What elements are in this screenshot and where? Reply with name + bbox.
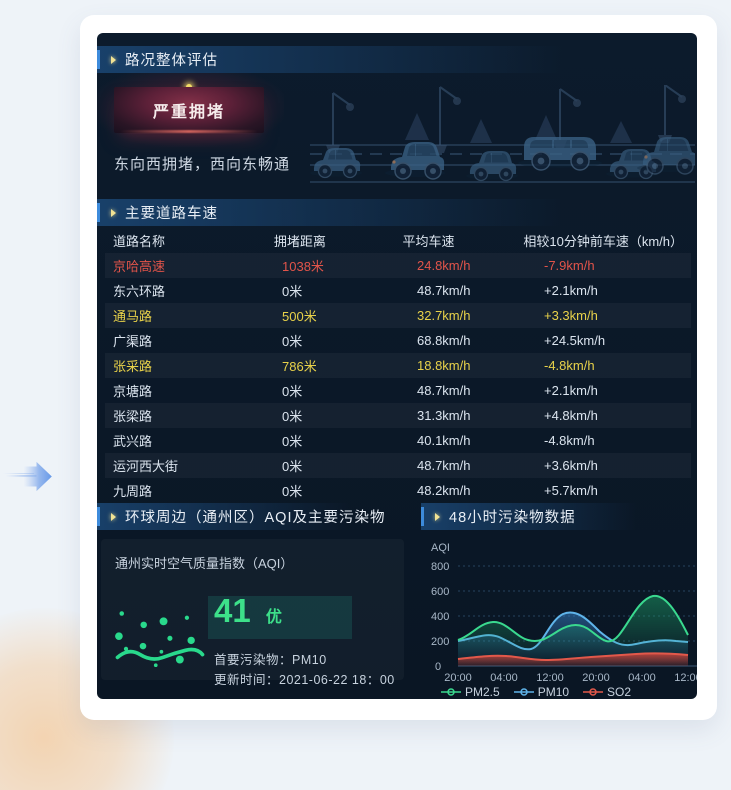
svg-text:AQI: AQI	[431, 543, 450, 554]
svg-text:04:00: 04:00	[628, 672, 656, 684]
svg-text:400: 400	[431, 611, 449, 623]
svg-text:0: 0	[435, 661, 441, 673]
svg-text:12:00: 12:00	[536, 672, 564, 684]
svg-text:800: 800	[431, 561, 449, 573]
svg-text:04:00: 04:00	[490, 672, 518, 684]
svg-text:20:00: 20:00	[582, 672, 610, 684]
svg-text:20:00: 20:00	[444, 672, 472, 684]
svg-text:12:00: 12:00	[674, 672, 697, 684]
svg-text:600: 600	[431, 586, 449, 598]
svg-text:200: 200	[431, 636, 449, 648]
